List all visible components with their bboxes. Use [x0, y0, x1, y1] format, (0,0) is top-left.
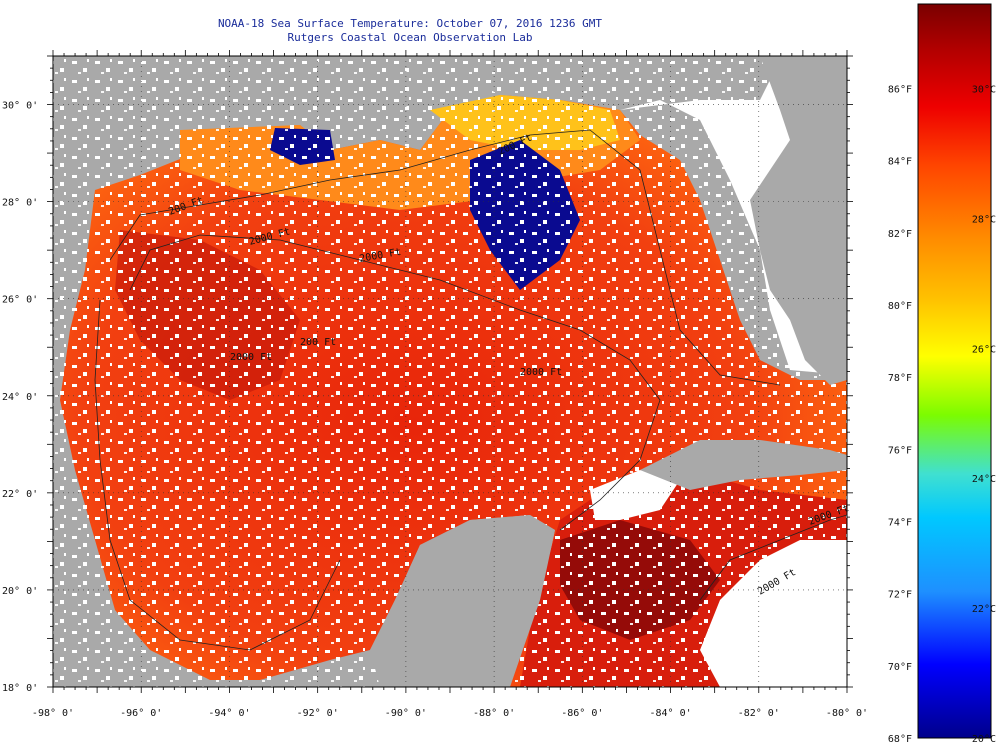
longitude-label: -90° 0' — [385, 708, 427, 719]
celsius-label: 28°C — [972, 214, 996, 225]
celsius-label: 30°C — [972, 84, 996, 95]
axis-ticks — [47, 50, 853, 693]
colorbar-gradient — [917, 3, 992, 739]
longitude-label: -88° 0' — [473, 708, 515, 719]
fahrenheit-label: 78°F — [888, 373, 912, 384]
map-title: NOAA-18 Sea Surface Temperature: October… — [217, 17, 603, 30]
contour-west-shelf — [94, 299, 341, 651]
fahrenheit-label: 70°F — [888, 662, 912, 673]
latitude-label: 24° 0' — [2, 392, 38, 403]
latitude-label: 20° 0' — [2, 586, 38, 597]
latitude-label: 18° 0' — [2, 683, 38, 694]
longitude-label: -80° 0' — [826, 708, 868, 719]
longitude-label: -82° 0' — [738, 708, 780, 719]
map-frame — [53, 56, 847, 687]
fahrenheit-label: 80°F — [888, 301, 912, 312]
latitude-label: 30° 0' — [2, 101, 38, 112]
fahrenheit-label: 76°F — [888, 445, 912, 456]
longitude-label: -86° 0' — [561, 708, 603, 719]
longitude-label: -94° 0' — [208, 708, 250, 719]
contour-caribbean — [699, 514, 847, 601]
fahrenheit-label: 74°F — [888, 517, 912, 528]
latitude-label: 26° 0' — [2, 295, 38, 306]
florida-peninsula — [750, 56, 847, 385]
celsius-label: 24°C — [972, 474, 996, 485]
longitude-labels: -98° 0' -96° 0' -94° 0' -92° 0' -90° 0' -88° … — [32, 708, 868, 719]
graticule — [53, 56, 847, 687]
map-subtitle: Rutgers Coastal Ocean Observation Lab — [287, 31, 533, 44]
contour-200ft — [109, 129, 781, 386]
longitude-label: -96° 0' — [120, 708, 162, 719]
fahrenheit-label: 72°F — [888, 590, 912, 601]
fahrenheit-label: 82°F — [888, 229, 912, 240]
fahrenheit-label: 68°F — [888, 734, 912, 745]
longitude-label: -92° 0' — [297, 708, 339, 719]
latitude-label: 28° 0' — [2, 198, 38, 209]
contour-label: 200 Ft — [300, 337, 336, 348]
latitude-label: 22° 0' — [2, 489, 38, 500]
celsius-label: 26°C — [972, 344, 996, 355]
fahrenheit-label: 84°F — [888, 157, 912, 168]
colorbar-fahrenheit-labels: 86°F 84°F 82°F 80°F 78°F 76°F 74°F 72°F 70°F 68°F — [888, 84, 912, 745]
fahrenheit-label: 86°F — [888, 84, 912, 95]
longitude-label: -98° 0' — [32, 708, 74, 719]
colorbar-celsius-labels: 30°C 28°C 26°C 24°C 22°C 20°C — [972, 84, 996, 745]
cloud-mask-cuba — [590, 470, 680, 520]
contour-2000ft — [129, 234, 661, 531]
celsius-label: 22°C — [972, 604, 996, 615]
cloud-mask-caribbean — [700, 540, 847, 687]
yucatan-peninsula — [370, 515, 555, 687]
cuba — [640, 440, 847, 490]
longitude-label: -84° 0' — [649, 708, 691, 719]
contour-label: 2000 Ft — [230, 352, 272, 363]
celsius-label: 20°C — [972, 734, 996, 745]
colorbar: 86°F 84°F 82°F 80°F 78°F 76°F 74°F 72°F 70°F 68°F… — [888, 3, 996, 745]
contour-label: 2000 Ft — [520, 367, 562, 378]
latitude-labels: 30° 0' 28° 0' 26° 0' 24° 0' 22° 0' 20° 0' 18° … — [2, 101, 38, 694]
